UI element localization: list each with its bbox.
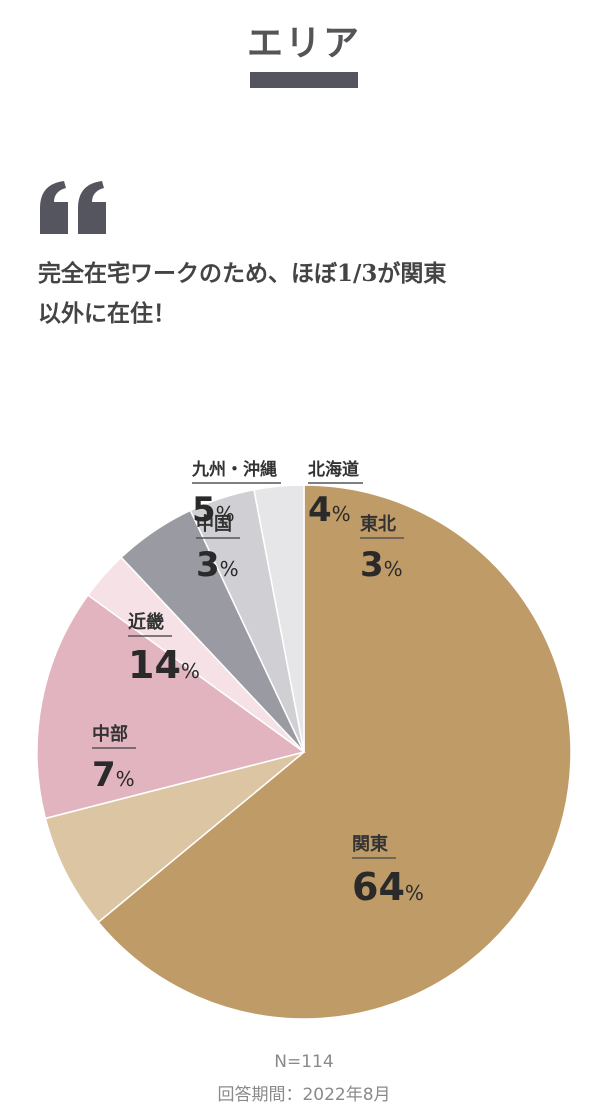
pie-slice-7 xyxy=(253,484,305,753)
section-title: エリア xyxy=(246,23,361,64)
slice-value-7: 3% xyxy=(360,545,403,585)
pie-slice-3 xyxy=(36,594,306,820)
slice-label-6: 北海道 xyxy=(308,459,359,480)
headline-line-1: 完全在宅ワークのため、ほぼ1/3が関東 xyxy=(38,260,447,287)
sample-size: N=114 xyxy=(274,1052,334,1072)
slice-value-4: 3% xyxy=(196,545,239,585)
pie-slice-2 xyxy=(44,751,305,924)
slice-value-2: 7% xyxy=(92,755,135,795)
title-underline-bar xyxy=(250,72,358,88)
slice-label-4: 中国 xyxy=(196,513,232,535)
headline-line-2: 以外に在住！ xyxy=(38,300,176,327)
slice-label-7: 東北 xyxy=(360,513,396,535)
slice-label-2: 中部 xyxy=(92,723,128,745)
survey-period: 回答期間：2022年8月 xyxy=(217,1085,391,1105)
slice-label-5: 九州・沖縄 xyxy=(191,459,277,480)
slice-value-3: 14% xyxy=(128,643,200,687)
slice-value-6: 4% xyxy=(308,490,351,530)
quote-icon xyxy=(40,181,106,234)
slice-value-1: 64% xyxy=(352,865,424,909)
slice-value-5: 5% xyxy=(192,490,235,530)
slice-label-3: 近畿 xyxy=(128,611,164,633)
pie-slice-1 xyxy=(97,484,572,1020)
headline: 完全在宅ワークのため、ほぼ1/3が関東 以外に在住！ xyxy=(38,254,578,334)
slice-label-1: 関東 xyxy=(352,833,388,855)
